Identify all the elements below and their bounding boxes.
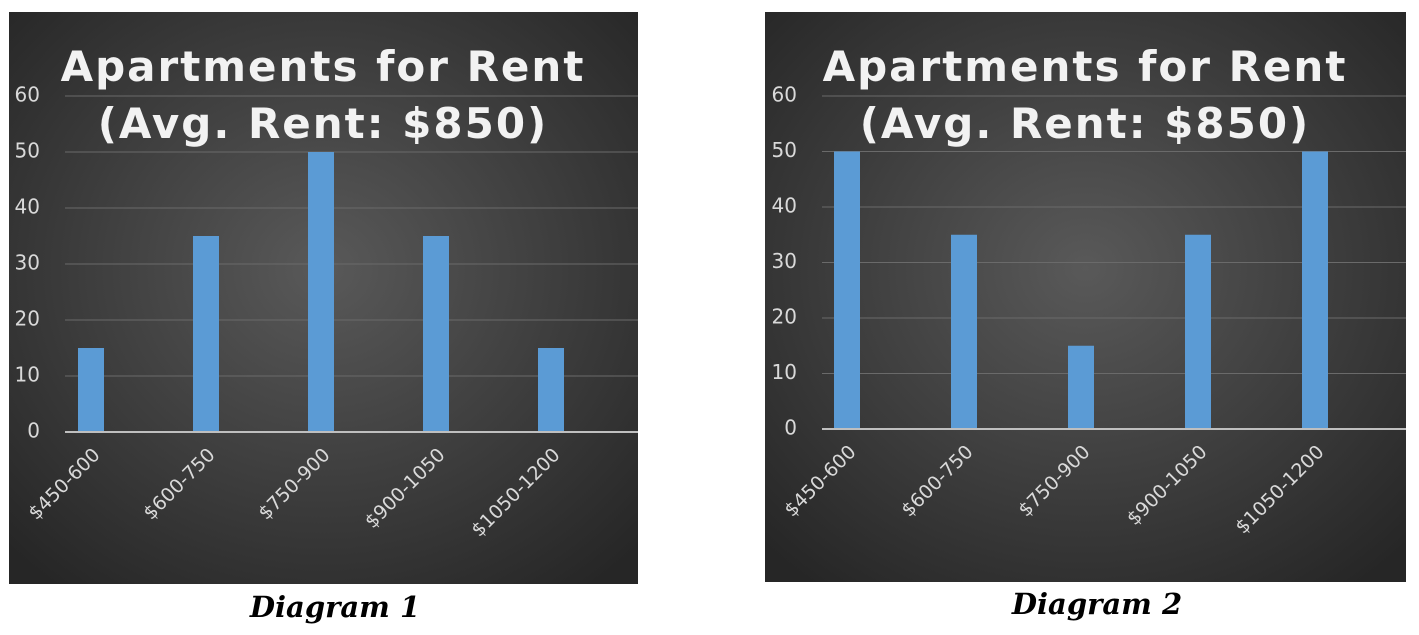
- y-tick-label: 40: [772, 194, 797, 218]
- y-tick-label: 50: [15, 139, 40, 163]
- bar: [1068, 345, 1094, 429]
- caption: Diagram 2: [1011, 587, 1182, 621]
- chart-title: (Avg. Rent: $850): [98, 99, 549, 148]
- chart-background: [765, 12, 1406, 582]
- y-tick-label: 50: [772, 138, 797, 162]
- bar: [1185, 234, 1211, 429]
- bar: [308, 152, 334, 432]
- y-tick-label: 40: [15, 195, 40, 219]
- caption: Diagram 1: [249, 590, 420, 624]
- y-tick-label: 30: [772, 249, 797, 273]
- bar: [1302, 151, 1328, 429]
- y-tick-label: 20: [772, 305, 797, 329]
- y-tick-label: 60: [15, 83, 40, 107]
- y-tick-label: 30: [15, 251, 40, 275]
- chart-title: (Avg. Rent: $850): [860, 99, 1311, 148]
- y-tick-label: 10: [772, 360, 797, 384]
- chart-title: Apartments for Rent: [823, 42, 1348, 91]
- y-tick-label: 60: [772, 83, 797, 107]
- bar: [193, 236, 219, 432]
- bar: [78, 348, 104, 432]
- bar: [951, 234, 977, 429]
- bar: [423, 236, 449, 432]
- chart-title: Apartments for Rent: [61, 42, 586, 91]
- bar: [834, 151, 860, 429]
- y-tick-label: 20: [15, 307, 40, 331]
- y-tick-label: 0: [27, 419, 40, 443]
- y-tick-label: 0: [784, 416, 797, 440]
- bar: [538, 348, 564, 432]
- y-tick-label: 10: [15, 363, 40, 387]
